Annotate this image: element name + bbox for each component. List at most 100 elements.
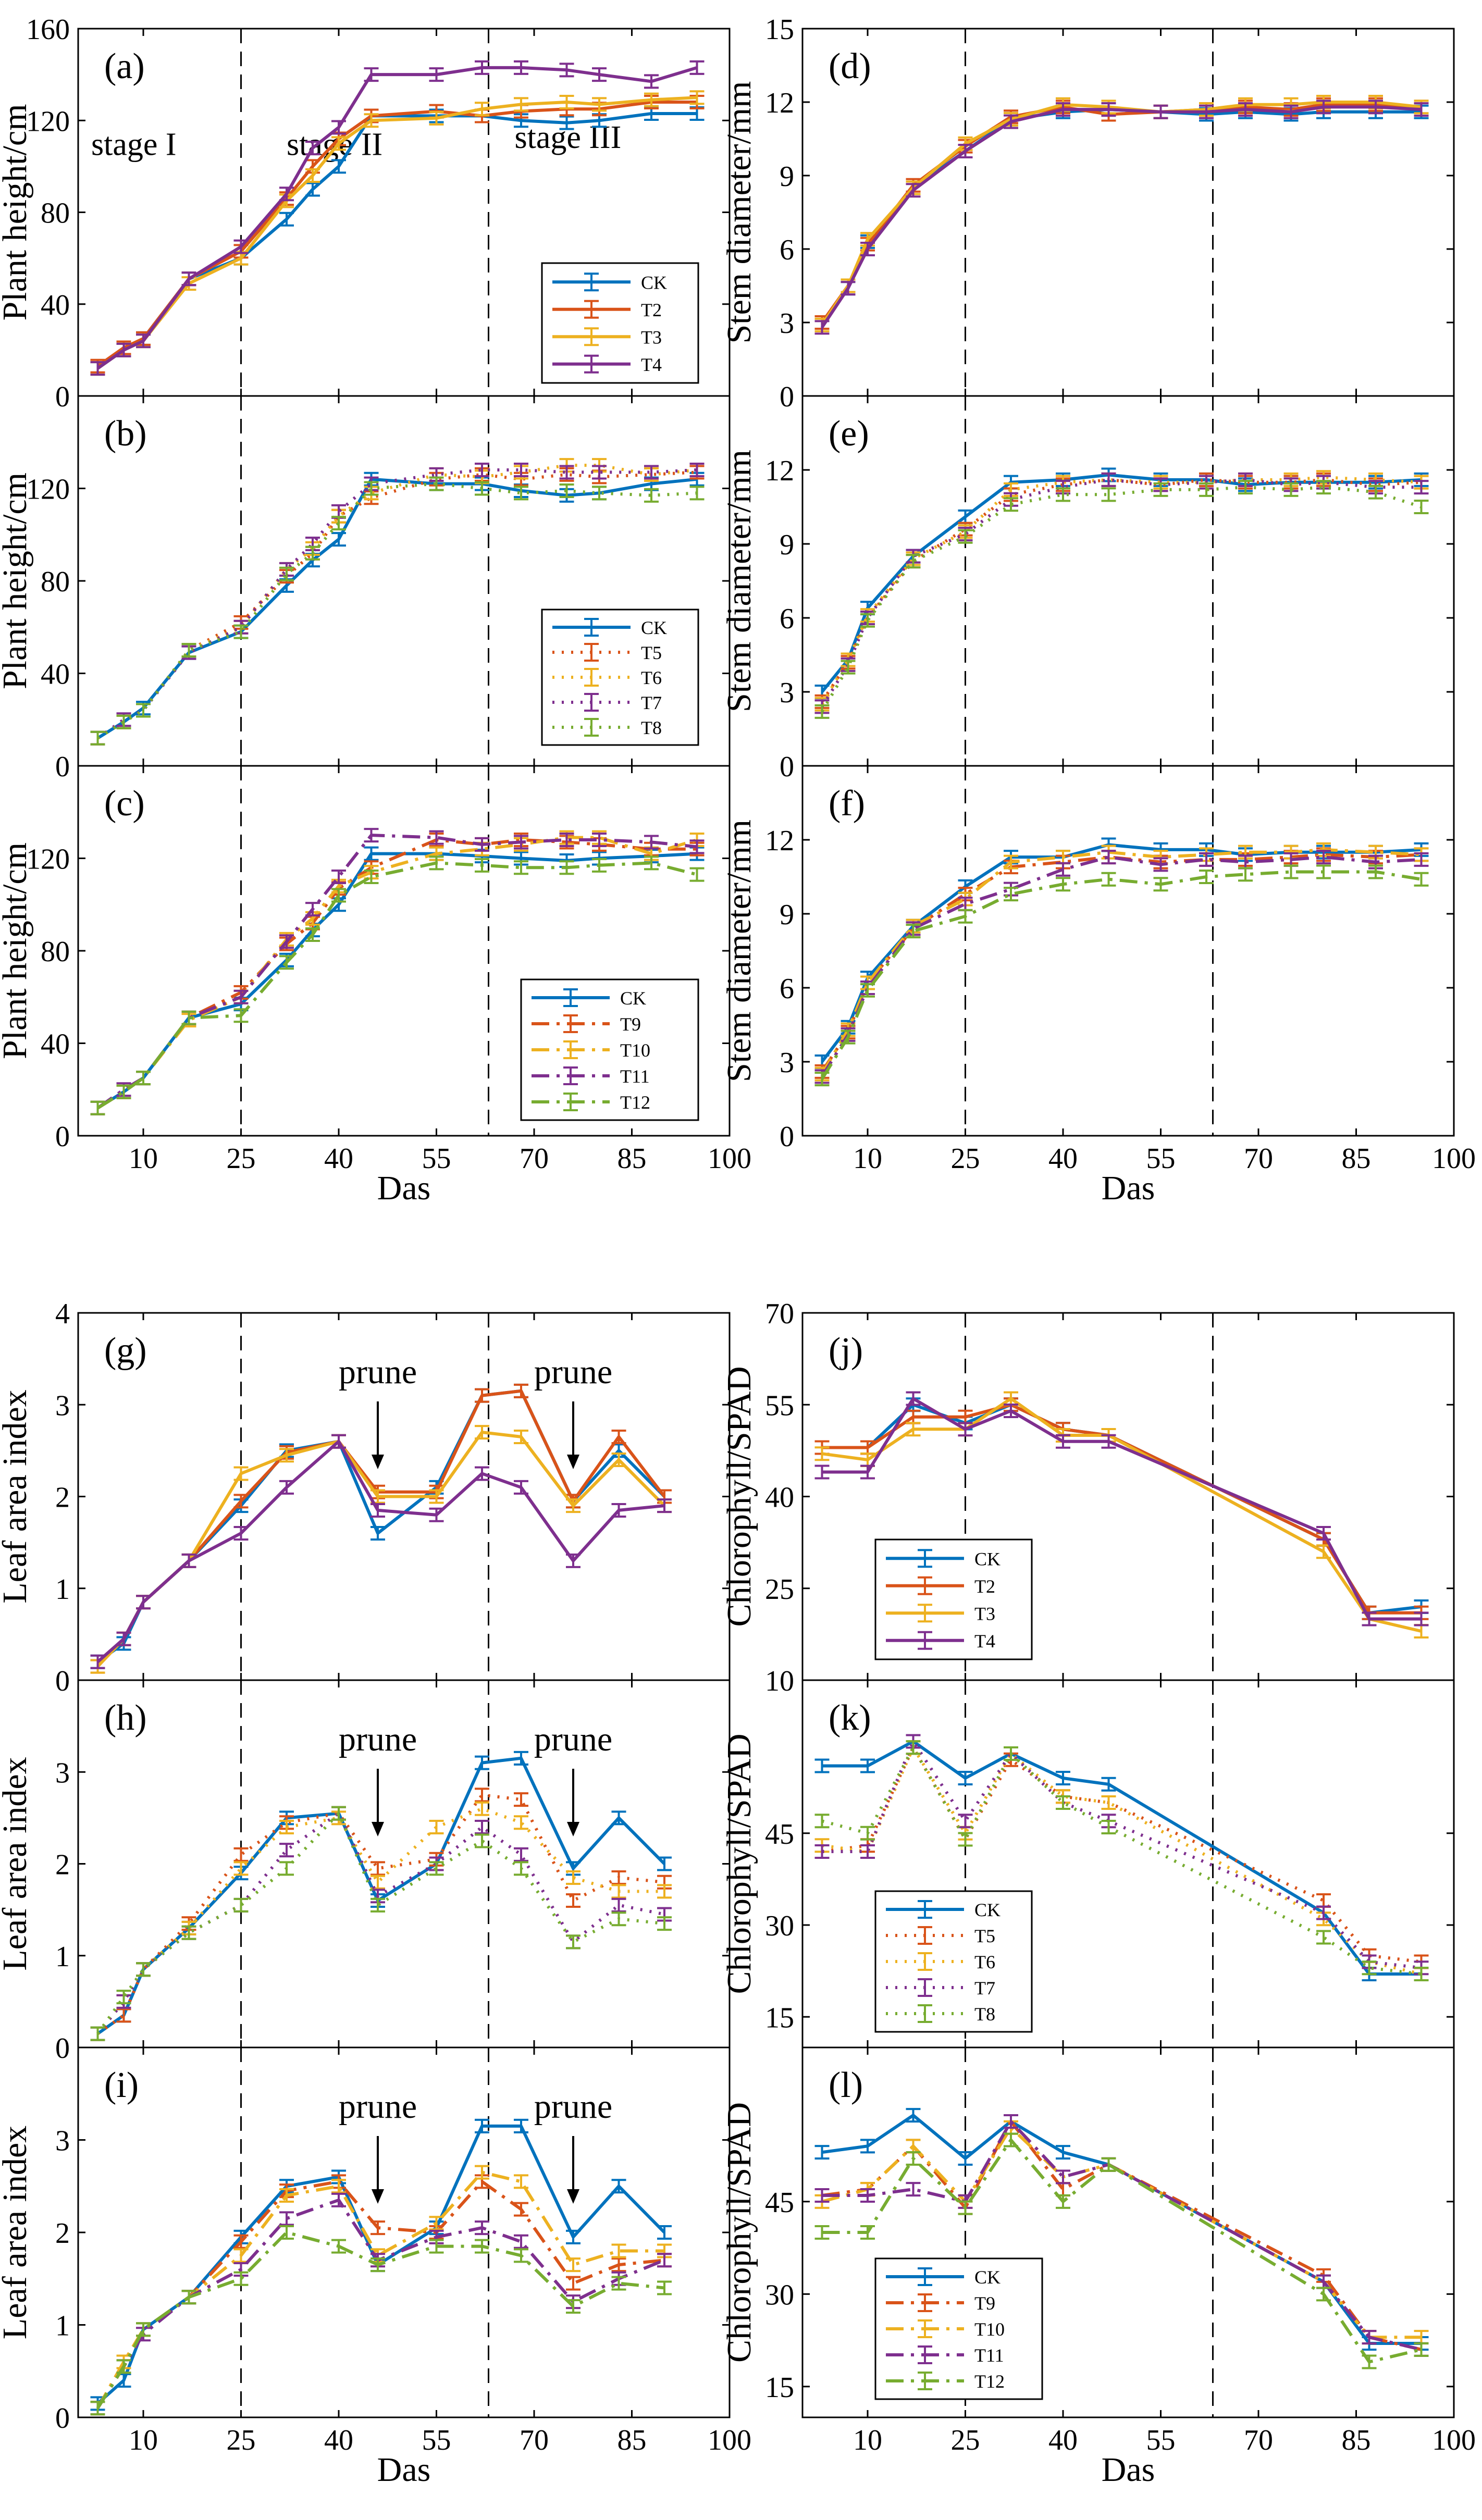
prune-annotation: prune <box>534 1720 612 1758</box>
panel-g: 0 1 2 3 4 Leaf area index (g) prune prune <box>0 1298 731 1697</box>
series-T2 <box>90 1383 672 1674</box>
y-tick-label: 120 <box>26 474 70 506</box>
legend-label-T7: T7 <box>641 692 662 713</box>
legend-label-T10: T10 <box>620 1040 650 1061</box>
y-tick-label: 3 <box>780 307 794 340</box>
prune-annotation: prune <box>534 2088 612 2126</box>
panel-label: (g) <box>104 1331 147 1371</box>
y-tick-label: 6 <box>780 973 794 1005</box>
x-tick-label: 100 <box>708 2424 751 2456</box>
y-tick-label: 80 <box>41 936 70 968</box>
series-line-T10 <box>820 848 1422 1075</box>
series-T7 <box>814 472 1429 714</box>
y-tick-label: 0 <box>55 2402 70 2435</box>
x-tick-label: 55 <box>422 1143 451 1175</box>
y-tick-label: 160 <box>26 14 70 46</box>
legend-label-T10: T10 <box>974 2319 1005 2340</box>
series-T6 <box>90 1801 672 2041</box>
series-line-CK <box>822 1740 1422 1976</box>
x-tick-label: 85 <box>1342 1143 1371 1175</box>
y-tick-label: 55 <box>765 1389 794 1422</box>
series-line-T7 <box>822 1740 1422 1970</box>
legend-label-CK: CK <box>641 272 667 293</box>
legend-label-T12: T12 <box>974 2371 1005 2392</box>
panel-label: (k) <box>829 1698 871 1738</box>
series-T11 <box>814 850 1429 1084</box>
y-tick-label: 1 <box>55 2310 70 2342</box>
stage-label-3: stage III <box>515 120 622 155</box>
legend-label-T11: T11 <box>620 1066 650 1087</box>
x-tick-label: 25 <box>951 2424 980 2456</box>
series-T12 <box>90 2225 672 2416</box>
y-tick-label: 30 <box>765 2279 794 2311</box>
panel-label: (l) <box>829 2065 863 2105</box>
legend-label-T2: T2 <box>641 300 662 320</box>
stage-label-1: stage I <box>91 127 177 162</box>
legend-label-T6: T6 <box>974 1952 995 1972</box>
series-line-T11 <box>820 855 1422 1077</box>
series-line-T2 <box>96 1389 666 1668</box>
panel-label: (b) <box>104 414 147 454</box>
prune-arrow-head <box>567 2189 579 2204</box>
legend-k: CK T5 T6 T7 T8 <box>874 1890 1033 2033</box>
prune-arrow-head <box>567 1455 579 1469</box>
y-axis-label: Chlorophyll/SPAD <box>720 1733 758 1994</box>
series-line-T4 <box>96 66 698 370</box>
series-T4 <box>90 1434 672 1669</box>
y-tick-label: 6 <box>780 234 794 266</box>
series-line-CK <box>821 108 1422 324</box>
series-T2 <box>814 97 1429 330</box>
x-tick-label: 55 <box>1146 2424 1176 2456</box>
series-T12 <box>90 855 705 1115</box>
y-tick-label: 0 <box>55 1121 70 1153</box>
prune-annotation: prune <box>339 1720 417 1758</box>
panel-label: (e) <box>829 414 869 454</box>
legend-label-CK: CK <box>974 1900 1001 1920</box>
legend-a: CK T2 T3 T4 <box>541 262 699 384</box>
y-tick-label: 0 <box>55 751 70 783</box>
y-tick-label: 6 <box>780 603 794 635</box>
y-tick-label: 9 <box>780 899 794 931</box>
x-tick-label: 100 <box>1432 2424 1476 2456</box>
x-tick-label: 10 <box>853 1143 882 1175</box>
panel-a: 0 40 80 120 160 Plant height/cm (a) stage I stag… <box>0 14 731 413</box>
y-tick-label: 3 <box>780 677 794 709</box>
series-CK <box>814 467 1429 699</box>
y-tick-label: 40 <box>41 659 70 691</box>
panel-c: 0 40 80 120 10 25 40 55 70 85 100 Das Plant height/c… <box>0 765 751 1207</box>
y-axis-label: Leaf area index <box>0 1757 34 1970</box>
legend-label-T11: T11 <box>974 2345 1004 2366</box>
series-line-T4 <box>96 1439 665 1664</box>
series-line-T2 <box>821 103 1422 324</box>
legend-label-T4: T4 <box>974 1631 995 1652</box>
x-tick-label: 40 <box>324 1143 353 1175</box>
y-tick-label: 0 <box>55 2032 70 2065</box>
y-axis-label: Chlorophyll/SPAD <box>720 2102 758 2363</box>
series-T8 <box>90 1806 672 2041</box>
series-line-T12 <box>822 2138 1422 2364</box>
y-tick-label: 30 <box>765 1910 794 1942</box>
x-tick-label: 100 <box>708 1143 751 1175</box>
x-tick-label: 25 <box>951 1143 980 1175</box>
x-axis-label: Das <box>1102 1169 1155 1207</box>
series-CK <box>90 1751 672 2041</box>
series-line-T10 <box>96 836 698 1110</box>
x-tick-label: 40 <box>1048 1143 1078 1175</box>
series-line-T3 <box>96 1431 666 1668</box>
y-tick-label: 4 <box>55 1298 70 1330</box>
series-line-T5 <box>820 478 1422 703</box>
y-axis-label: Plant height/cm <box>0 842 34 1059</box>
y-tick-label: 80 <box>41 566 70 598</box>
x-tick-label: 55 <box>422 2424 451 2456</box>
prune-arrow-head <box>567 1822 579 1836</box>
legend-label-CK: CK <box>974 1548 1001 1569</box>
legend-label-T6: T6 <box>641 667 662 688</box>
y-tick-label: 3 <box>780 1047 794 1079</box>
y-tick-label: 2 <box>55 1482 70 1514</box>
x-tick-label: 55 <box>1146 1143 1176 1175</box>
series-line-T7 <box>96 468 697 740</box>
series-line-T8 <box>820 486 1422 713</box>
y-axis-label: Stem diameter/mm <box>720 81 758 343</box>
